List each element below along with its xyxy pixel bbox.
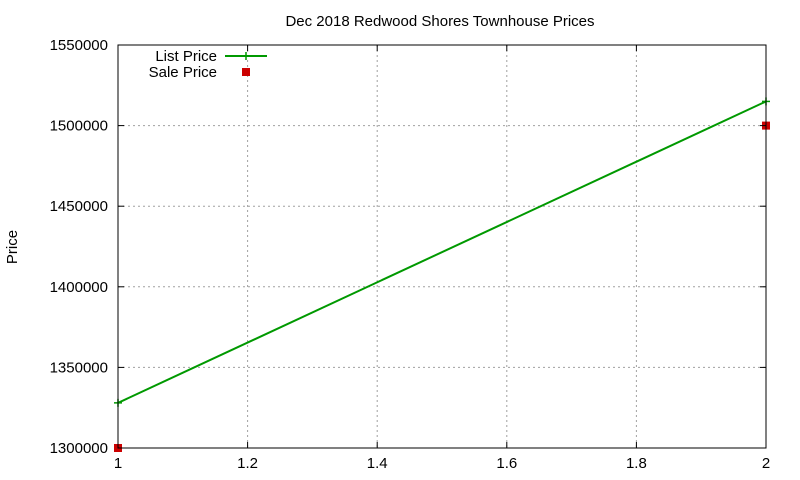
x-tick-label: 1.6 bbox=[496, 455, 517, 472]
y-tick-label: 1500000 bbox=[50, 118, 108, 135]
series-layer bbox=[114, 97, 770, 452]
x-tick-label: 2 bbox=[762, 455, 770, 472]
plot-border bbox=[117, 44, 767, 449]
axis-ticks: 1 1.2 1.4 1.6 1.8 2 1300000 1350000 1400000 14500… bbox=[50, 37, 771, 472]
legend-sale-price-label: Sale Price bbox=[149, 64, 217, 81]
y-tick-label: 1550000 bbox=[50, 37, 108, 54]
legend-list-price-label: List Price bbox=[155, 48, 217, 65]
x-tick-label: 1.8 bbox=[626, 455, 647, 472]
grid bbox=[118, 45, 766, 448]
y-axis-label: Price bbox=[4, 230, 21, 264]
x-tick-label: 1.4 bbox=[367, 455, 388, 472]
y-tick-label: 1400000 bbox=[50, 279, 108, 296]
chart-title: Dec 2018 Redwood Shores Townhouse Prices bbox=[285, 13, 594, 30]
list-price-line bbox=[117, 100, 767, 404]
y-tick-label: 1350000 bbox=[50, 359, 108, 376]
x-tick-label: 1.2 bbox=[237, 455, 258, 472]
y-tick-label: 1300000 bbox=[50, 440, 108, 457]
x-tick-label: 1 bbox=[114, 455, 122, 472]
legend-list-price-marker bbox=[242, 52, 250, 60]
y-tick-label: 1450000 bbox=[50, 198, 108, 215]
legend-sale-price-marker bbox=[242, 68, 250, 76]
